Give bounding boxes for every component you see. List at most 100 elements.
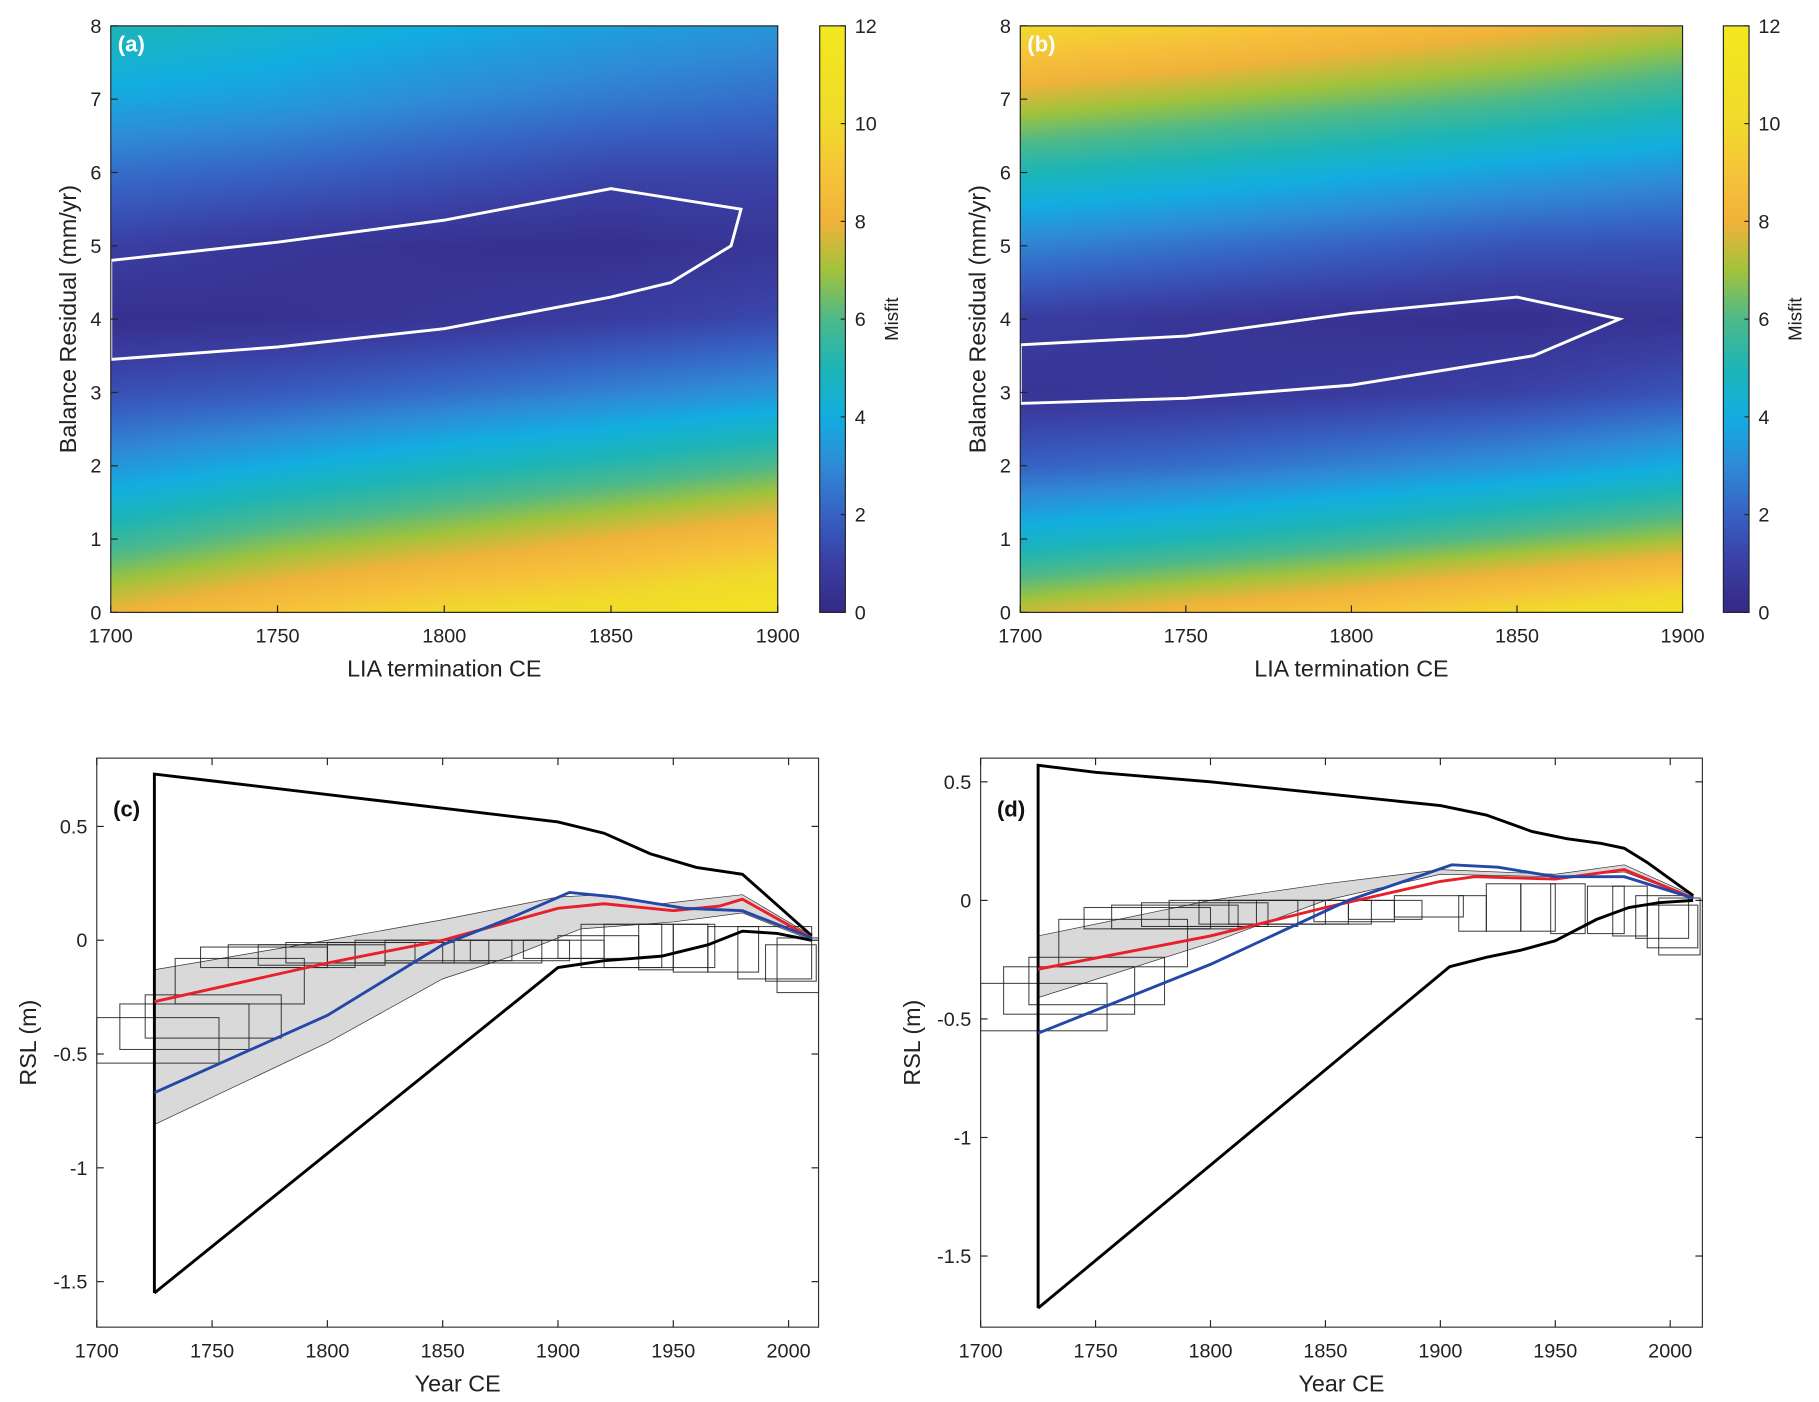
y-axis-label: Balance Residual (mm/yr) [964,185,990,453]
plot-background [980,758,1703,1328]
colorbar-tick-label: 12 [1758,16,1780,38]
x-tick-label: 1750 [1164,626,1208,648]
envelope-upper-line [152,772,813,1293]
data-error-box [1646,904,1699,949]
data-error-box [764,944,817,982]
x-tick-label: 1800 [1329,626,1373,648]
y-tick-label: 2 [1000,456,1011,478]
red-model-line [154,897,813,1004]
y-tick-label: 8 [1000,16,1011,38]
x-tick-label: 1850 [589,626,633,648]
x-tick-label: 1750 [190,1340,234,1362]
y-axis-label: Balance Residual (mm/yr) [55,185,81,453]
y-tick-label: -1 [70,1158,88,1180]
y-tick-label: 7 [1000,89,1011,111]
y-tick-label: 0.5 [944,772,972,794]
y-tick-label: 0 [90,602,101,624]
misfit-contour [109,187,743,362]
data-error-box [707,926,760,973]
colorbar-tick-label: 10 [855,114,877,136]
data-error-box [174,957,305,1005]
panel-label: (b) [1027,32,1055,57]
misfit-heatmap-image [1020,25,1683,613]
colorbar-tick-label: 12 [855,16,877,38]
x-tick-label: 2000 [767,1340,811,1362]
data-error-box [1635,895,1690,939]
y-tick-label: 2 [90,456,101,478]
x-tick-label: 1950 [651,1340,695,1362]
panel-c-rsl-chart: (c) 1700 1750 1800 1850 1900 1950 2000 -1.5 -1 -0.… [15,757,820,1396]
colorbar-tick-label: 10 [1758,114,1780,136]
x-axis-label: Year CE [1299,1370,1385,1396]
x-axis-label: LIA termination CE [1254,656,1448,682]
y-tick-label: 0 [960,890,971,912]
x-tick-label: 1850 [421,1340,465,1362]
data-error-box [1347,899,1423,920]
data-error-box [737,926,813,980]
envelope-lower-line [153,929,812,1295]
colorbar-tick-label: 8 [1758,211,1769,233]
y-tick-label: 0 [76,930,87,952]
colorbar-tick-label: 4 [855,407,866,429]
blue-model-line [153,890,813,1094]
data-error-box [1111,904,1239,930]
colorbar-tick-label: 4 [1758,407,1769,429]
y-axis-label: RSL (m) [899,1000,925,1086]
x-tick-label: 1900 [1418,1340,1462,1362]
y-tick-label: -1.5 [53,1272,87,1294]
colorbar-label: Misfit [1785,297,1806,341]
y-tick-label: 1 [90,529,101,551]
y-tick-label: 5 [1000,236,1011,258]
colorbar-tick-label: 6 [1758,309,1769,331]
colorbar-tick-label: 2 [855,505,866,527]
y-tick-label: -0.5 [53,1044,87,1066]
panel-label: (d) [997,796,1025,821]
x-tick-label: 1850 [1303,1340,1347,1362]
y-tick-label: -1.5 [937,1246,971,1268]
y-tick-label: 1 [1000,529,1011,551]
envelope-lower-line [1037,898,1694,1310]
data-error-box [144,994,282,1039]
data-error-box [1520,883,1556,932]
x-tick-label: 1800 [1188,1340,1232,1362]
panel-label: (a) [118,32,145,57]
x-axis-label: LIA termination CE [347,656,541,682]
x-tick-label: 1750 [1074,1340,1118,1362]
colorbar-tick-label: 2 [1758,505,1769,527]
data-error-box [1658,897,1701,956]
colorbar-tick-label: 0 [855,602,866,624]
data-error-box [1393,895,1464,918]
x-tick-label: 1900 [1661,626,1705,648]
red-model-line [1037,868,1694,971]
colorbar-tick-label: 8 [855,211,866,233]
plot-frame [980,757,1703,1328]
x-tick-label: 1750 [255,626,299,648]
x-tick-label: 2000 [1648,1340,1692,1362]
misfit-contour [1018,295,1625,405]
y-axis-label: RSL (m) [15,1000,41,1086]
data-error-box [1058,918,1189,968]
y-tick-label: 6 [1000,162,1011,184]
x-axis-label: Year CE [415,1370,501,1396]
x-tick-label: 1900 [536,1340,580,1362]
envelope-upper-line [1036,763,1695,1309]
y-tick-label: 5 [90,236,101,258]
y-tick-label: 0 [1000,602,1011,624]
data-error-box [469,939,571,962]
misfit-heatmap-image [110,25,778,613]
y-tick-label: 7 [90,89,101,111]
x-tick-label: 1950 [1533,1340,1577,1362]
y-tick-label: 4 [90,309,101,331]
blue-model-line [1037,863,1694,1035]
x-tick-label: 1700 [998,626,1042,648]
y-tick-label: 3 [1000,382,1011,404]
y-tick-label: -0.5 [937,1009,971,1031]
plot-frame [96,757,820,1328]
y-tick-label: 6 [90,162,101,184]
panel-d-rsl-chart: (d) 1700 1750 1800 1850 1900 1950 2000 -1.5 -1 -0.… [899,757,1703,1396]
x-tick-label: 1800 [305,1340,349,1362]
x-tick-label: 1850 [1495,626,1539,648]
